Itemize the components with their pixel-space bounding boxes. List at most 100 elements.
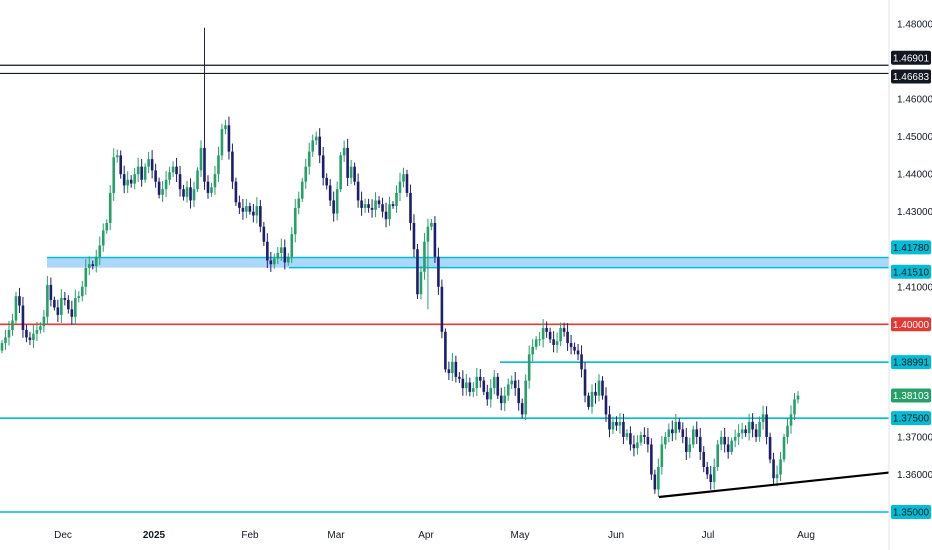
level-1-38991-tag-label: 1.38991 [893,358,930,369]
candle-body [499,395,503,404]
candle-body [220,129,224,156]
candle-body [454,361,458,377]
candle-body [485,391,489,400]
x-tick-label: Jul [702,530,715,541]
candle-body [423,241,426,272]
time-axis[interactable]: Dec 2025 Feb Mar Apr May Jun Jul Aug [54,530,815,541]
y-tick-label: 1.48000 [897,20,932,31]
candle-body [42,316,46,327]
level-1-40000-tag-box [891,317,931,332]
candle-body [747,421,751,434]
candle-body [217,155,220,175]
candle-body [252,211,255,216]
candle-body [458,376,461,379]
candle-body [77,296,81,299]
candlestick-series [0,27,800,498]
candle-body [360,200,363,208]
candle-body [786,425,789,437]
candle-body [667,429,671,437]
candle-body [430,222,433,227]
candle-body [716,444,720,467]
candle-body [94,256,98,267]
support-zone[interactable] [47,257,889,268]
candle-body [402,174,405,182]
horizontal-levels [0,64,889,513]
candle-body [318,136,322,156]
candle-body [461,378,465,389]
candle-body [140,166,143,180]
candle-body [796,395,800,400]
candle-body [150,159,154,171]
candle-body [164,179,168,190]
candle-body [353,166,356,182]
candle-body [604,395,608,415]
candle-body [115,155,119,158]
candle-body [765,414,768,437]
candle-body [147,159,150,167]
last-price-tag-label: 1.38103 [893,391,930,402]
candle-body [492,376,496,389]
candle-body [367,204,370,208]
candle-body [657,466,660,490]
candle-body [325,177,328,186]
candle-body [534,339,538,347]
candle-body [391,204,395,207]
candle-body [25,329,28,338]
candle-body [370,207,374,210]
candle-body [377,200,381,205]
candle-body [660,444,664,467]
candle-body [91,264,95,267]
rising-trendline[interactable] [658,471,890,499]
candle-body [517,388,521,404]
candle-body [506,384,510,396]
candle-body [266,241,269,261]
candle-body [465,382,468,389]
price-axis[interactable]: 1.48000 1.46000 1.45000 1.44000 1.43000 1.410… [897,20,932,481]
candle-body [671,429,674,434]
candle-body [590,391,594,407]
candle-body [290,234,294,257]
candle-body [307,151,311,167]
x-tick-label: Mar [327,530,345,541]
candle-body [398,181,402,193]
candle-body [49,284,53,300]
candle-body [510,380,514,385]
candle-body [594,391,597,396]
y-tick-label: 1.46000 [897,95,932,106]
x-tick-label: Aug [797,530,815,541]
candle-body [304,166,308,182]
level-1-46901-tag-box [891,50,931,65]
candle-body [14,296,18,321]
candle-body [108,192,112,223]
level-1-41780-tag-label: 1.41780 [893,243,930,254]
level-1-46683-tag-label: 1.46683 [893,72,930,83]
trendline-layer [658,471,890,499]
candle-body [416,249,419,295]
candle-body [597,380,601,396]
candle-body [384,211,388,220]
candle-body [332,200,335,214]
candle-body [67,299,70,310]
candle-body [636,442,639,449]
candle-body [625,433,629,437]
candle-body [178,174,182,190]
candle-body [112,157,116,193]
candle-body [28,337,32,341]
candle-body [444,331,447,370]
candle-body [618,421,622,426]
candle-body [234,181,238,203]
x-tick-label: Feb [241,530,259,541]
candle-body [185,187,189,197]
x-tick-label: Apr [418,530,434,541]
candle-body [527,354,531,381]
candle-body [520,403,524,415]
candle-body [129,179,133,184]
candle-body [245,206,248,212]
candle-body [11,320,14,330]
candle-body [182,189,185,197]
candle-body [580,354,583,370]
candle-body [213,174,217,188]
candle-body [210,187,213,193]
